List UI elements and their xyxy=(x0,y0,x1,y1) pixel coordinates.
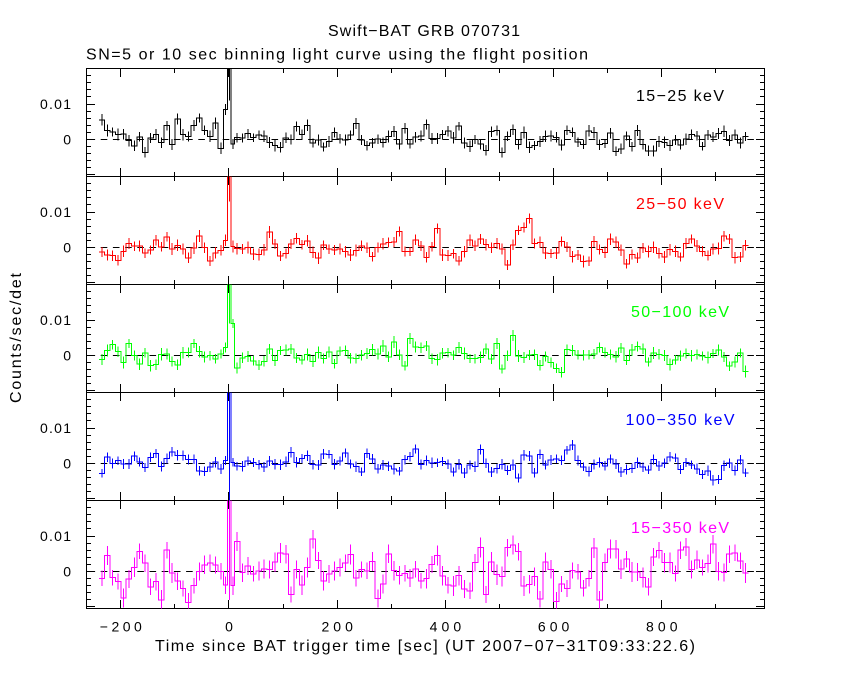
svg-text:15−25 keV: 15−25 keV xyxy=(636,88,724,105)
svg-text:Swift−BAT GRB 070731: Swift−BAT GRB 070731 xyxy=(328,23,520,40)
svg-text:600: 600 xyxy=(538,619,570,635)
svg-text:0.01: 0.01 xyxy=(40,312,71,328)
svg-text:0: 0 xyxy=(225,619,233,635)
svg-text:100−350 keV: 100−350 keV xyxy=(626,412,735,429)
svg-text:0: 0 xyxy=(63,132,71,148)
svg-text:Counts/sec/det: Counts/sec/det xyxy=(8,272,25,403)
svg-text:200: 200 xyxy=(321,619,353,635)
svg-text:0: 0 xyxy=(63,456,71,472)
svg-text:0: 0 xyxy=(63,240,71,256)
svg-text:Time since BAT trigger time [s: Time since BAT trigger time [sec] (UT 20… xyxy=(155,638,695,655)
svg-text:0.01: 0.01 xyxy=(40,96,71,112)
svg-text:25−50 keV: 25−50 keV xyxy=(636,196,724,213)
svg-text:15−350 keV: 15−350 keV xyxy=(631,520,729,537)
svg-text:400: 400 xyxy=(430,619,462,635)
svg-text:0.01: 0.01 xyxy=(40,204,71,220)
svg-text:50−100 keV: 50−100 keV xyxy=(631,304,729,321)
svg-text:0: 0 xyxy=(63,348,71,364)
svg-text:0: 0 xyxy=(63,564,71,580)
svg-text:0.01: 0.01 xyxy=(40,528,71,544)
svg-text:SN=5 or 10 sec binning light c: SN=5 or 10 sec binning light curve using… xyxy=(86,47,588,64)
svg-text:800: 800 xyxy=(646,619,678,635)
svg-text:0.01: 0.01 xyxy=(40,420,71,436)
